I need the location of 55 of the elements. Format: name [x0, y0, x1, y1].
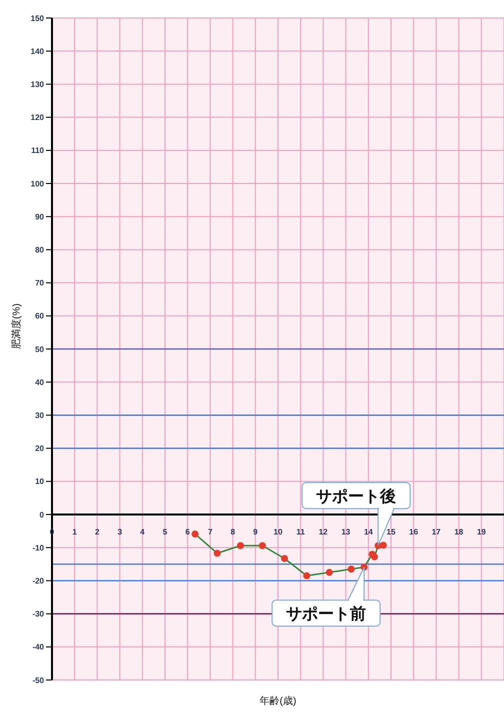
point	[258, 542, 266, 550]
x-tick-label: 13	[341, 528, 351, 536]
x-tick-label: 6	[185, 528, 190, 536]
point	[192, 530, 199, 538]
y-tick-label: 100	[30, 179, 45, 188]
x-tick-label: 9	[253, 528, 258, 536]
y-tick-label: -20	[32, 576, 45, 586]
annotation: サポート前	[286, 604, 366, 624]
y-tick-label: 60	[35, 312, 45, 321]
point	[348, 566, 355, 573]
x-tick-label: 3	[118, 528, 123, 536]
x-tick-label: 4	[140, 528, 146, 536]
x-tick-label: 17	[432, 528, 442, 536]
point	[281, 555, 288, 562]
y-tick-label: 70	[35, 278, 45, 288]
y-tick-label: 110	[31, 146, 45, 156]
x-tick-label: 1	[72, 528, 78, 536]
x-tick-label: 8	[230, 528, 236, 536]
y-tick-label: -10	[32, 543, 45, 552]
x-tick-label: 16	[409, 528, 419, 536]
y-tick-label: 10	[35, 477, 45, 486]
point	[214, 550, 221, 557]
y-axis-title: 肥満度(%)	[10, 303, 23, 349]
y-tick-label: -30	[32, 610, 45, 619]
y-tick-label: 150	[30, 14, 45, 23]
x-tick-label: 19	[476, 528, 486, 536]
x-tick-label: 7	[208, 528, 213, 536]
point	[236, 542, 244, 550]
y-tick-label: 140	[30, 46, 45, 56]
x-tick-label: 15	[386, 528, 396, 536]
y-tick-label: 50	[35, 344, 45, 354]
y-tick-label: 130	[30, 80, 45, 90]
y-tick-label: 90	[35, 212, 45, 222]
y-tick-label: -50	[32, 676, 45, 685]
x-tick-label: 12	[318, 528, 328, 536]
x-tick-label: 2	[94, 528, 100, 536]
y-tick-label: 80	[35, 246, 45, 255]
point	[371, 553, 378, 560]
y-tick-label: 120	[30, 113, 45, 122]
x-tick-label: 0	[50, 528, 55, 536]
y-tick-label: 20	[35, 444, 45, 454]
point	[380, 542, 387, 549]
x-axis-title: 年齢(歳)	[260, 695, 296, 707]
point	[303, 572, 310, 580]
x-tick-label: 11	[296, 528, 306, 536]
y-tick-label: 30	[35, 411, 45, 420]
y-tick-label: 40	[35, 378, 45, 387]
annotation: サポート後	[316, 486, 396, 506]
x-tick-label: 10	[274, 528, 283, 536]
x-tick-label: 14	[364, 528, 374, 536]
x-tick-label: 18	[454, 528, 464, 536]
y-tick-label: 0	[40, 510, 45, 520]
y-tick-label: -40	[32, 642, 45, 652]
x-tick-label: 5	[162, 528, 168, 536]
point	[326, 568, 333, 576]
